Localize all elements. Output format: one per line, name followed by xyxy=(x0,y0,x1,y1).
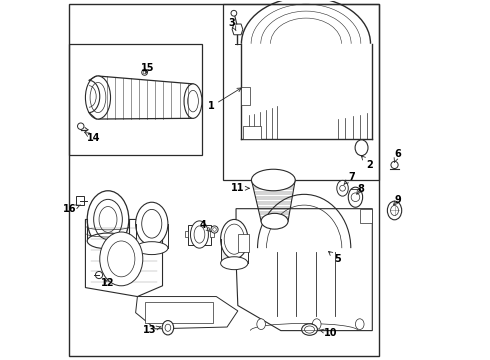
Ellipse shape xyxy=(388,201,402,220)
Text: 14: 14 xyxy=(84,132,101,143)
Bar xyxy=(69,44,202,155)
Ellipse shape xyxy=(313,319,321,329)
Polygon shape xyxy=(78,83,100,110)
Polygon shape xyxy=(232,24,243,35)
Circle shape xyxy=(77,123,84,130)
Polygon shape xyxy=(236,209,372,330)
Bar xyxy=(185,231,188,237)
Bar xyxy=(145,302,213,323)
Polygon shape xyxy=(76,196,84,205)
Ellipse shape xyxy=(136,202,168,245)
Ellipse shape xyxy=(220,220,248,259)
Polygon shape xyxy=(238,234,248,252)
Text: 2: 2 xyxy=(361,156,373,170)
Text: 5: 5 xyxy=(328,251,341,264)
Ellipse shape xyxy=(302,324,318,335)
Bar xyxy=(210,231,214,237)
Polygon shape xyxy=(220,239,248,263)
Ellipse shape xyxy=(337,180,348,196)
Polygon shape xyxy=(251,180,295,221)
Ellipse shape xyxy=(348,187,363,207)
Circle shape xyxy=(142,69,147,75)
Ellipse shape xyxy=(220,257,248,270)
Text: 6: 6 xyxy=(394,149,401,162)
Polygon shape xyxy=(136,297,238,329)
Ellipse shape xyxy=(257,319,266,329)
Text: 10: 10 xyxy=(319,328,338,338)
Ellipse shape xyxy=(87,191,129,248)
Polygon shape xyxy=(360,209,372,223)
Text: 15: 15 xyxy=(141,63,154,73)
Text: 12: 12 xyxy=(100,278,114,288)
Ellipse shape xyxy=(87,233,129,249)
Text: 1: 1 xyxy=(208,88,241,112)
Ellipse shape xyxy=(162,320,173,335)
Bar xyxy=(188,225,211,244)
Ellipse shape xyxy=(136,242,168,255)
Ellipse shape xyxy=(191,221,208,248)
Polygon shape xyxy=(242,44,372,139)
Text: 7: 7 xyxy=(344,172,355,184)
Text: 11: 11 xyxy=(231,183,249,193)
Text: 9: 9 xyxy=(393,195,401,206)
Circle shape xyxy=(211,226,218,233)
Bar xyxy=(69,4,379,356)
Text: 16: 16 xyxy=(63,204,80,215)
Circle shape xyxy=(391,161,398,168)
Ellipse shape xyxy=(100,232,143,286)
Ellipse shape xyxy=(184,84,202,118)
Text: 8: 8 xyxy=(357,184,364,194)
Ellipse shape xyxy=(251,169,295,191)
Polygon shape xyxy=(242,87,250,105)
Ellipse shape xyxy=(261,213,288,229)
Circle shape xyxy=(96,271,102,279)
Ellipse shape xyxy=(355,140,368,156)
Polygon shape xyxy=(85,220,163,297)
Text: 4: 4 xyxy=(200,220,211,231)
Text: 13: 13 xyxy=(143,325,161,335)
Text: 3: 3 xyxy=(229,18,236,31)
Ellipse shape xyxy=(355,319,364,329)
Circle shape xyxy=(231,10,237,16)
Polygon shape xyxy=(243,126,261,139)
Ellipse shape xyxy=(85,76,111,119)
Bar xyxy=(223,4,379,180)
